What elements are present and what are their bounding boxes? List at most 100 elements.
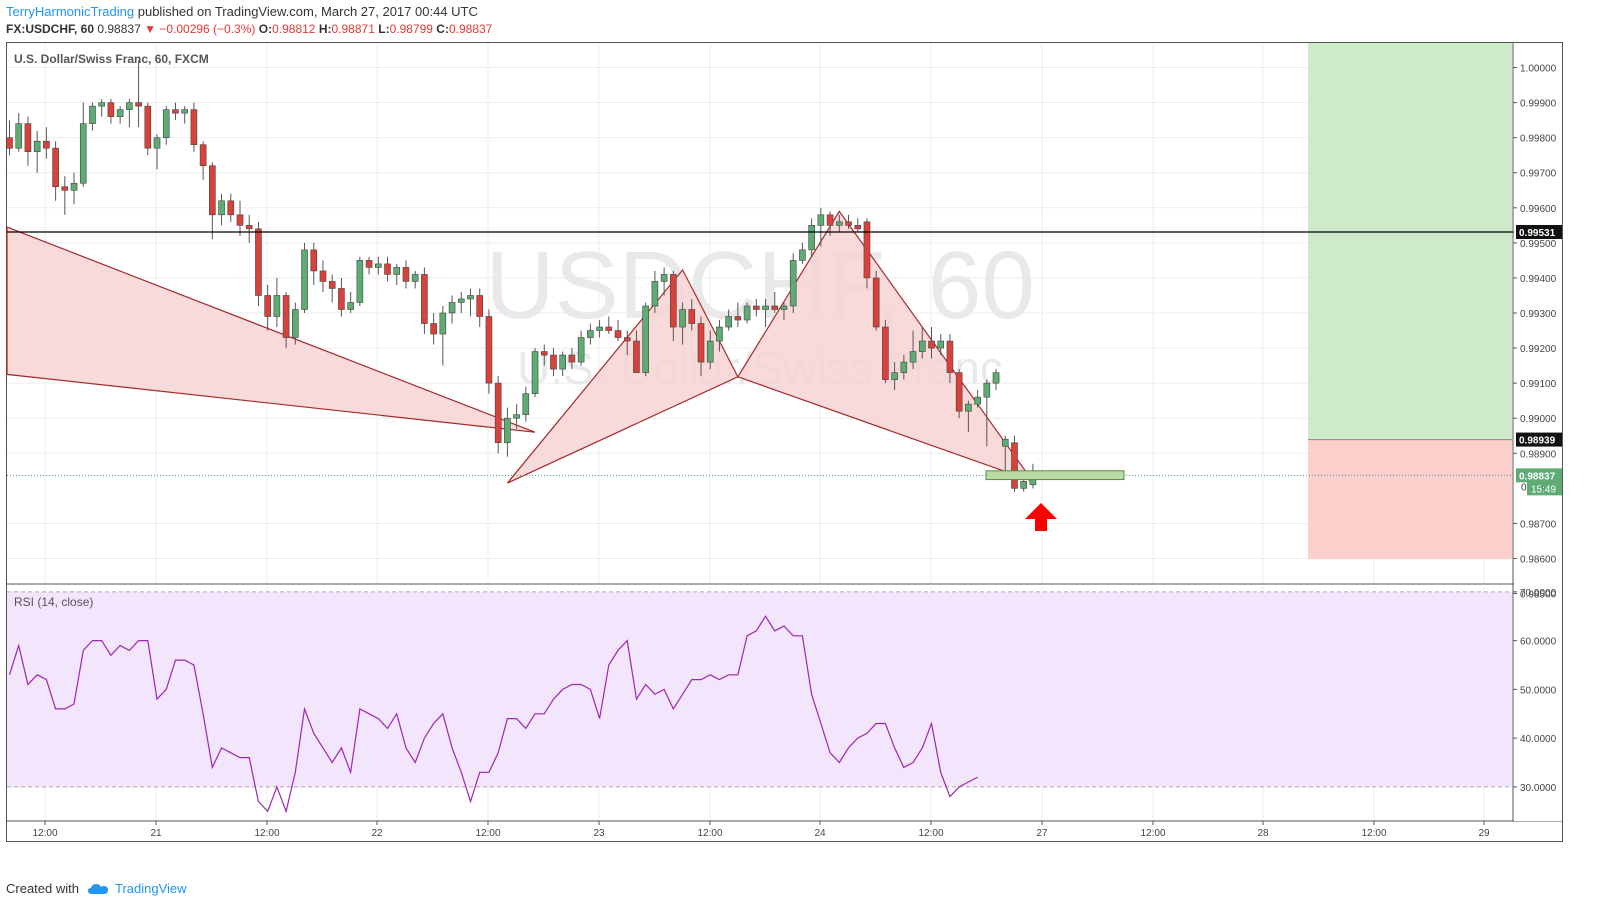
candle xyxy=(882,326,889,380)
price-tick-label: 0.99300 xyxy=(1520,309,1557,320)
rsi-title: RSI (14, close) xyxy=(14,595,93,609)
entry-box xyxy=(985,470,1125,481)
candle xyxy=(716,326,723,342)
candle xyxy=(789,260,797,307)
candle xyxy=(946,340,954,373)
candle xyxy=(338,288,345,310)
candle xyxy=(1011,442,1018,489)
author-link[interactable]: TerryHarmonicTrading xyxy=(6,4,135,19)
stop-price-label: 0.98939 xyxy=(1519,436,1556,447)
candle xyxy=(550,354,557,370)
created-with-label: Created with xyxy=(6,881,79,896)
candle xyxy=(577,337,585,363)
time-tick-label: 12:00 xyxy=(475,828,500,839)
candle xyxy=(872,277,880,328)
price-tick-label: 0.99600 xyxy=(1520,204,1557,215)
candle xyxy=(485,316,493,384)
candles-layer xyxy=(6,60,1037,492)
price-tick-label: 0.98600 xyxy=(1520,554,1557,565)
level-price-label-bg xyxy=(1516,225,1562,239)
candle xyxy=(808,225,815,251)
price-tick-label: 0.99700 xyxy=(1520,169,1557,180)
tradingview-brand-link[interactable]: TradingView xyxy=(114,881,187,896)
candle xyxy=(107,102,115,117)
quote-bar: FX:USDCHF, 60 0.98837 ▼ −0.00296 (−0.3%)… xyxy=(6,21,492,38)
rsi-tick-label: 40.0000 xyxy=(1520,734,1557,745)
candle xyxy=(670,274,677,328)
rsi-tick-label: 50.0000 xyxy=(1520,685,1557,696)
level-price-label: 0.99531 xyxy=(1519,228,1556,239)
candle xyxy=(522,393,530,415)
candle xyxy=(780,305,788,310)
time-tick-label: 28 xyxy=(1257,828,1269,839)
symbol-label: FX:USDCHF, 60 xyxy=(6,22,95,36)
price-tick-label: 1.00000 xyxy=(1520,64,1557,75)
close-label: C: xyxy=(436,22,449,36)
price-tick-label: 0.99200 xyxy=(1520,344,1557,355)
candle xyxy=(144,105,152,149)
time-tick-label: 12:00 xyxy=(918,828,943,839)
candle xyxy=(928,340,935,349)
candle xyxy=(587,330,594,338)
candle xyxy=(909,351,917,363)
candle xyxy=(448,302,456,314)
publish-info: published on TradingView.com, March 27, … xyxy=(137,4,478,19)
candle xyxy=(116,109,124,117)
candle xyxy=(734,316,742,321)
candle xyxy=(282,295,290,338)
time-tick-label: 12:00 xyxy=(697,828,722,839)
candle xyxy=(310,249,318,272)
close-value: 0.98837 xyxy=(448,22,493,36)
low-label: L: xyxy=(378,22,390,36)
candle xyxy=(393,267,401,275)
candle xyxy=(817,214,825,226)
candle xyxy=(439,312,447,335)
candle xyxy=(531,351,539,394)
candle xyxy=(33,140,41,153)
candle xyxy=(596,326,603,331)
candle xyxy=(421,274,428,324)
harmonic-pattern-left xyxy=(6,226,536,433)
candle xyxy=(218,200,225,216)
candle xyxy=(264,295,271,317)
candle xyxy=(753,305,760,310)
candle xyxy=(79,123,87,184)
candle xyxy=(236,214,244,226)
candle xyxy=(411,274,419,282)
rsi-tick-label: 60.0000 xyxy=(1520,637,1557,648)
candle xyxy=(863,221,871,279)
candle xyxy=(476,295,484,317)
candle xyxy=(688,309,696,324)
candle xyxy=(384,263,391,275)
candle xyxy=(273,295,281,317)
price-tick-label: 0.99500 xyxy=(1520,239,1557,250)
candle xyxy=(835,221,843,226)
candle xyxy=(347,302,354,310)
candle xyxy=(845,221,852,226)
candle xyxy=(605,326,613,331)
last-price-label: 0.98837 xyxy=(1519,471,1556,482)
red-up-arrow-icon xyxy=(1025,503,1057,531)
overlay-layer xyxy=(7,231,1514,531)
tradingview-cloud-icon xyxy=(87,884,108,894)
open-value: 0.98812 xyxy=(272,22,316,36)
candle xyxy=(679,309,686,328)
candle xyxy=(52,147,59,188)
axis-background xyxy=(1514,43,1562,821)
partial-tick-label: 0 xyxy=(1521,482,1527,493)
rsi-line xyxy=(8,615,978,814)
candle xyxy=(771,305,779,310)
price-tick-label: 0.99800 xyxy=(1520,134,1557,145)
candle xyxy=(301,249,308,310)
time-tick-label: 23 xyxy=(593,828,605,839)
candle xyxy=(135,102,142,107)
candle xyxy=(153,137,161,149)
rsi-tick-label: 70.0000 xyxy=(1520,588,1557,599)
candle xyxy=(494,382,502,444)
change-arrow-icon: ▼ xyxy=(144,22,156,36)
candle xyxy=(172,109,179,114)
candle xyxy=(70,182,78,191)
candle xyxy=(513,414,520,419)
candle xyxy=(24,123,32,153)
